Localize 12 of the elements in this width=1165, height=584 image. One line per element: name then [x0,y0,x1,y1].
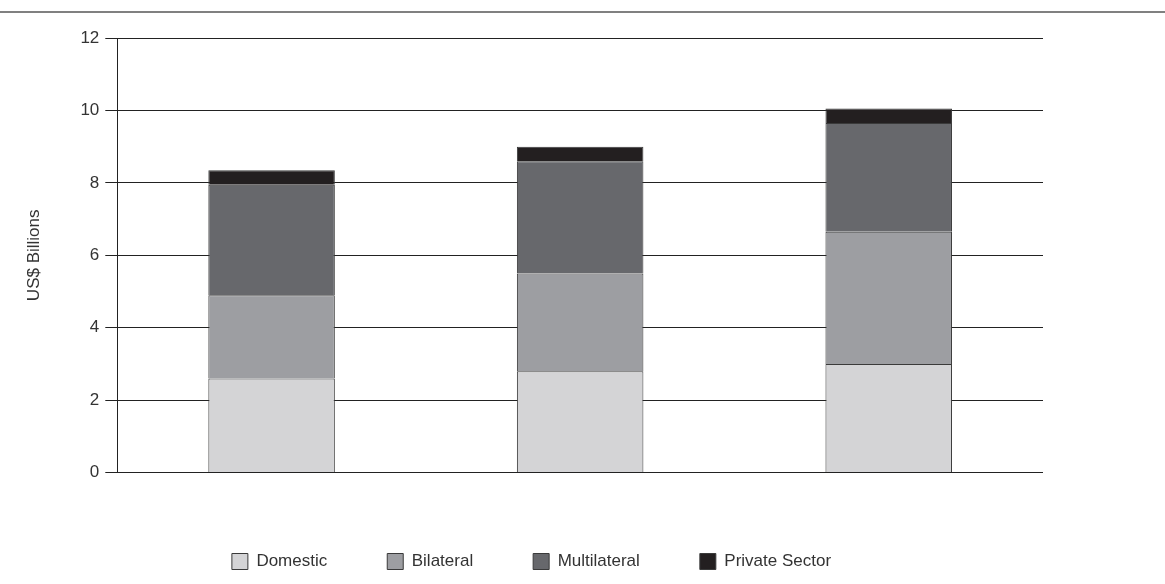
y-tick-label: 6 [89,244,100,264]
y-tick-label: 8 [89,172,100,192]
legend-label: Domestic [256,551,328,571]
legend-label: Private Sector [724,551,832,571]
y-tick-label: 0 [89,462,100,482]
y-tick-label: 4 [89,317,100,337]
legend-label: Bilateral [411,551,474,571]
y-tick-label: 12 [80,27,100,47]
y-tick-label: 2 [89,389,100,409]
legend-label: Multilateral [557,551,640,571]
y-axis-title: US$ Billions [23,209,43,302]
y-tick-label: 10 [80,100,100,120]
